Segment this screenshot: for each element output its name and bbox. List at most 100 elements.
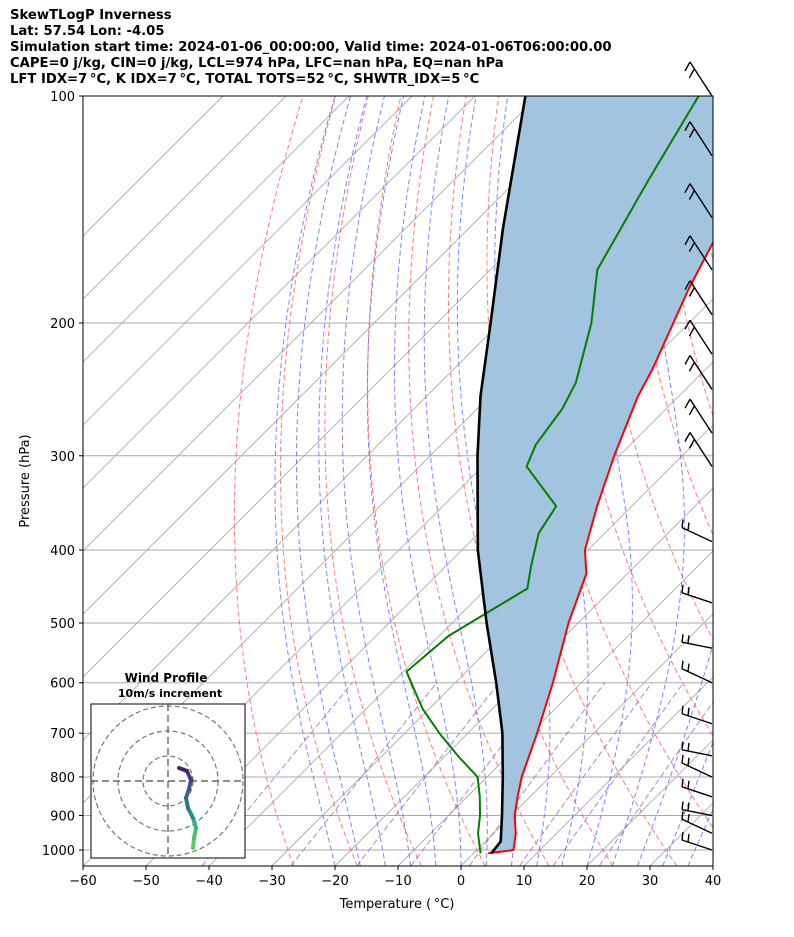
wind-barb-flag — [681, 801, 684, 810]
wind-barb-flag — [684, 398, 691, 409]
wind-barb-flag — [687, 522, 690, 531]
wind-barb-staff — [681, 839, 713, 851]
location-line: Lat: 57.54 Lon: -4.05 — [10, 24, 165, 39]
wind-barb — [681, 660, 713, 684]
moist-adiabat-line — [662, 741, 713, 866]
isotherm-line — [83, 96, 224, 237]
x-tick-label: −50 — [132, 874, 159, 889]
indices-line: LFT IDX=7 °C, K IDX=7 °C, TOTAL TOTS=52 … — [10, 72, 480, 87]
moist-adiabat-line — [274, 96, 336, 866]
hodograph-inset — [90, 703, 246, 859]
hodograph-rings — [91, 704, 245, 858]
axes: −60 −50 −40 −30 −20 −10 0 10 20 30 40 100 200 300 400 5… — [42, 90, 721, 889]
wind-barb-flag — [688, 287, 696, 297]
wind-barb-staff — [681, 592, 713, 604]
wind-barb — [681, 811, 713, 834]
dry-adiabat-line — [233, 96, 304, 866]
wind-barb-staff — [681, 818, 713, 834]
wind-barb-flag — [681, 584, 684, 593]
wind-barb-flag — [687, 742, 690, 752]
isotherm-line — [712, 865, 713, 866]
x-tick-label: −30 — [258, 874, 285, 889]
x-tick-label: −60 — [69, 874, 96, 889]
temperature-line — [488, 240, 713, 855]
y-tick-label: 200 — [50, 317, 75, 332]
isotherm-line — [271, 424, 713, 866]
x-tick-label: −10 — [384, 874, 411, 889]
wind-barb-flag — [688, 128, 696, 138]
y-tick-label: 100 — [50, 90, 75, 105]
x-axis-label: Temperature ( °C) — [339, 897, 455, 912]
moist-adiabat-line — [456, 96, 518, 866]
isotherm-line — [83, 96, 539, 552]
moist-adiabat-line — [366, 96, 437, 866]
wind-barb-flag — [681, 778, 684, 787]
wind-barb-flag — [684, 432, 691, 442]
wind-barb — [684, 61, 713, 97]
y-tick-label: 1000 — [42, 844, 75, 859]
dry-adiabat-line — [447, 96, 614, 866]
hodograph-segment — [177, 766, 189, 773]
mixing-ratio-line — [518, 682, 653, 866]
dry-adiabat-line — [408, 96, 550, 866]
wind-barb-flag — [687, 757, 690, 766]
wind-barb-staff — [689, 61, 713, 97]
mixing-ratio-line — [552, 682, 684, 866]
wind-barb-flag — [681, 519, 684, 528]
wind-barb-flag — [688, 361, 696, 372]
chart-title-block: SkewTLogP Inverness Lat: 57.54 Lon: -4.0… — [10, 8, 612, 88]
x-tick-label: 40 — [705, 874, 722, 889]
dry-adiabat-line — [760, 96, 794, 866]
wind-barb — [681, 519, 713, 543]
moist-adiabat-line — [738, 96, 794, 866]
wind-barb — [684, 398, 713, 434]
wind-barb-flag — [688, 326, 696, 337]
dry-adiabat-line — [661, 96, 713, 418]
wind-barb-staff — [681, 641, 713, 649]
wind-barb-flag — [684, 319, 691, 330]
moist-adiabat-line — [423, 96, 488, 866]
wind-barb-staff — [689, 432, 713, 467]
mixing-ratio-line — [290, 682, 438, 866]
wind-barb-flag — [688, 190, 696, 200]
wind-barb — [684, 319, 713, 355]
isotherm-line — [83, 96, 350, 363]
x-tick-label: −20 — [321, 874, 348, 889]
moist-adiabat-line — [712, 864, 713, 866]
wind-barb — [684, 183, 713, 219]
wind-barb-flag — [684, 355, 691, 365]
wind-barb-staff — [681, 749, 713, 757]
moist-adiabat-line — [318, 96, 386, 866]
wind-barb-flag — [681, 660, 684, 669]
moist-adiabat-line — [394, 96, 462, 866]
wind-barb — [681, 741, 713, 757]
wind-barb-flag — [684, 235, 691, 246]
mixing-ratio-line — [356, 682, 500, 866]
dry-adiabat-line — [367, 96, 486, 866]
isotherm-line — [83, 96, 476, 489]
wind-barb — [681, 634, 713, 649]
wind-barb-flag — [687, 586, 690, 595]
wind-barb — [684, 121, 713, 157]
dry-adiabat-line — [727, 96, 794, 866]
wind-barb-flag — [681, 705, 684, 714]
wind-barb-flag — [681, 634, 684, 643]
x-tick-label: −40 — [195, 874, 222, 889]
wind-barb-staff — [689, 355, 713, 390]
chart-title: SkewTLogP Inverness — [10, 8, 172, 23]
dewpoint-line — [405, 96, 700, 854]
y-tick-label: 700 — [50, 727, 75, 742]
wind-barb-flag — [684, 280, 691, 291]
dry-adiabat-line — [280, 96, 358, 866]
wind-barb-staff — [681, 762, 713, 778]
wind-barb — [681, 584, 713, 604]
moist-adiabat-line — [687, 808, 713, 866]
wind-barb — [681, 801, 713, 817]
inset-subtitle: 10m/s increment — [118, 687, 222, 700]
y-tick-label: 300 — [50, 450, 75, 465]
wind-barb-flag — [687, 635, 690, 644]
moist-adiabat-line — [636, 96, 713, 866]
x-tick-label: 20 — [579, 874, 596, 889]
y-tick-label: 400 — [50, 544, 75, 559]
wind-barb — [684, 432, 713, 467]
